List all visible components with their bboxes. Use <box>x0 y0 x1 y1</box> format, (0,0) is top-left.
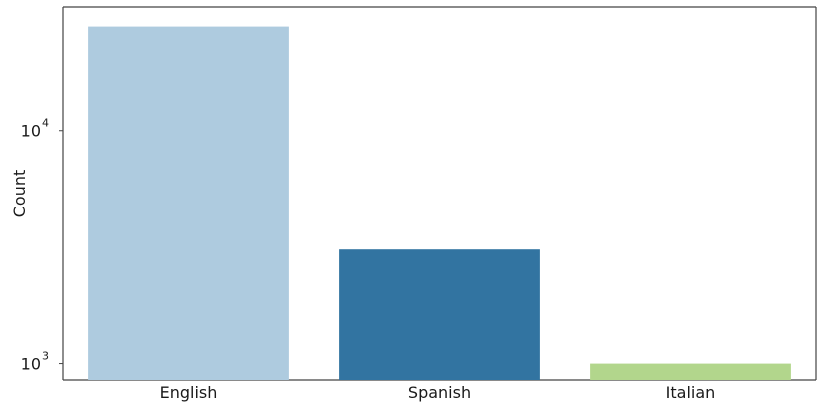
x-tick-label-english: English <box>160 383 218 402</box>
x-tick-label-italian: Italian <box>666 383 716 402</box>
y-tick-exponent: 3 <box>42 350 49 363</box>
y-tick-base: 10 <box>21 122 41 141</box>
bar-italian <box>590 363 791 380</box>
y-tick-base: 10 <box>21 355 41 374</box>
y-tick-exponent: 4 <box>42 117 49 130</box>
bar-english <box>88 26 289 380</box>
y-axis-label: Count <box>10 170 29 218</box>
x-tick-labels: English Spanish Italian <box>160 383 716 402</box>
bars-group <box>88 26 791 380</box>
y-tick-label: 10 4 <box>21 117 49 141</box>
bar-spanish <box>339 249 540 380</box>
x-tick-label-spanish: Spanish <box>408 383 471 402</box>
y-tick-label: 10 3 <box>21 350 49 374</box>
